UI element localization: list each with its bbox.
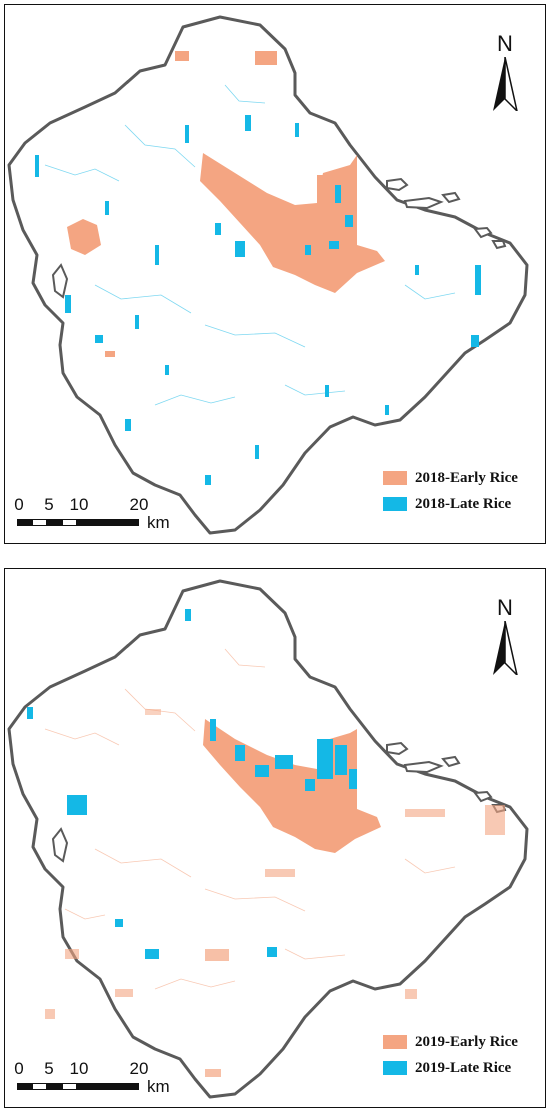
island <box>441 755 461 768</box>
island <box>441 191 461 204</box>
island <box>491 240 507 250</box>
map-2019 <box>7 579 529 1099</box>
late-rice-swatch <box>383 497 407 511</box>
map-panel-2019: N 2019-Early Rice 2019-Late Rice 0 5 10 … <box>4 568 546 1108</box>
legend-item: 2018-Early Rice <box>383 467 518 489</box>
scale-segment <box>62 1083 77 1090</box>
legend-label: 2018-Early Rice <box>415 469 518 486</box>
scale-segment <box>32 1083 47 1090</box>
scale-tick: 10 <box>69 495 89 514</box>
island <box>386 741 409 756</box>
late-rice-texture <box>44 84 456 406</box>
late-rice-areas <box>35 115 481 485</box>
scale-bar: 0 5 10 20 km <box>13 1059 183 1099</box>
scale-segment <box>47 519 62 526</box>
map-panel-2018: N 2018-Early Rice 2018-Late Rice 0 5 10 … <box>4 4 546 544</box>
island <box>51 827 69 863</box>
map-2018 <box>7 15 529 535</box>
north-arrow: N <box>485 31 525 111</box>
legend-label: 2018-Late Rice <box>415 495 512 512</box>
island <box>473 790 493 803</box>
scale-segment <box>17 519 32 526</box>
early-rice-swatch <box>383 471 407 485</box>
island <box>51 263 69 299</box>
scale-tick: 5 <box>44 495 54 514</box>
scale-segment <box>32 519 47 526</box>
legend: 2018-Early Rice 2018-Late Rice <box>383 467 518 519</box>
island <box>403 196 444 210</box>
late-rice-areas <box>27 609 357 959</box>
scale-tick: 20 <box>129 495 149 514</box>
north-arrow-icon <box>493 57 518 111</box>
legend-label: 2019-Late Rice <box>415 1059 512 1076</box>
legend-item: 2019-Late Rice <box>383 1057 518 1079</box>
scale-tick: 10 <box>69 1059 89 1078</box>
island <box>403 760 444 774</box>
scale-segment <box>77 519 139 526</box>
early-rice-swatch <box>383 1035 407 1049</box>
island <box>386 177 409 192</box>
scale-tick: 5 <box>44 1059 54 1078</box>
scale-segment <box>17 1083 32 1090</box>
scale-tick: 0 <box>14 1059 24 1078</box>
early-rice-texture <box>44 648 456 990</box>
north-label: N <box>497 31 513 56</box>
legend-item: 2019-Early Rice <box>383 1031 518 1053</box>
north-arrow-icon <box>493 621 518 675</box>
scale-tick: 0 <box>14 495 24 514</box>
county-boundary <box>7 579 529 1099</box>
island <box>473 226 493 239</box>
scale-segment <box>62 519 77 526</box>
scale-unit: km <box>147 513 170 532</box>
county-boundary <box>7 15 529 535</box>
scale-unit: km <box>147 1077 170 1096</box>
late-rice-swatch <box>383 1061 407 1075</box>
scale-segment <box>47 1083 62 1090</box>
north-arrow: N <box>485 595 525 675</box>
legend: 2019-Early Rice 2019-Late Rice <box>383 1031 518 1083</box>
scale-tick: 20 <box>129 1059 149 1078</box>
legend-label: 2019-Early Rice <box>415 1033 518 1050</box>
scale-bar: 0 5 10 20 km <box>13 495 183 535</box>
legend-item: 2018-Late Rice <box>383 493 518 515</box>
scale-segment <box>77 1083 139 1090</box>
north-label: N <box>497 595 513 620</box>
